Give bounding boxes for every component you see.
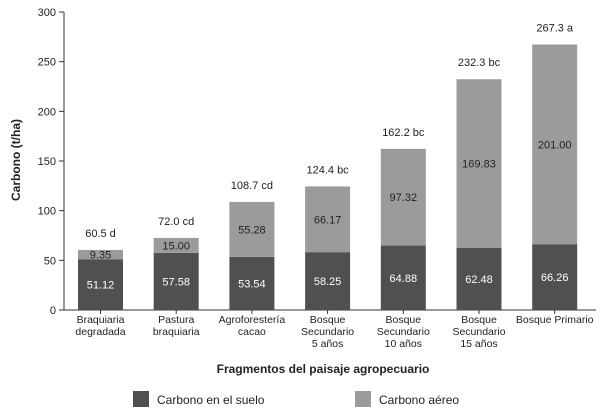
y-tick-label: 150 bbox=[38, 156, 56, 168]
aerial-value-label: 55.28 bbox=[238, 224, 266, 236]
x-category-label-line: braquiaria bbox=[153, 326, 200, 338]
y-axis-title: Carbono (t/ha) bbox=[9, 119, 23, 201]
aerial-value-label: 15.00 bbox=[162, 240, 190, 252]
y-tick-label: 250 bbox=[38, 57, 56, 69]
y-tick-label: 0 bbox=[50, 305, 56, 317]
x-category-label-line: degradada bbox=[75, 326, 125, 338]
x-category-label: Bosque Secundario 15 años bbox=[452, 314, 505, 350]
legend-swatch bbox=[355, 391, 371, 407]
soil-value-label: 64.88 bbox=[390, 273, 418, 285]
x-category-label: Braquiaria degradada bbox=[75, 314, 125, 338]
bar-aerial-carbon bbox=[78, 249, 123, 260]
x-axis-category-labels: Braquiaria degradada Pastura braquiaria Agro… bbox=[75, 314, 593, 350]
aerial-value-label: 66.17 bbox=[314, 214, 342, 226]
bar-total-label: 162.2 bc bbox=[382, 127, 425, 139]
bars: 51.12 9.35 60.5 d 57.58 15.00 72.0 cd 53.54 55.… bbox=[78, 23, 578, 314]
bar-stack: 66.26 201.00 267.3 a bbox=[532, 23, 578, 314]
bar-soil-carbon bbox=[456, 247, 502, 310]
bar-stack: 64.88 97.32 162.2 bc bbox=[380, 127, 426, 314]
soil-value-label: 53.54 bbox=[238, 278, 266, 290]
soil-value-label: 58.25 bbox=[314, 276, 342, 288]
bar-total-label: 232.3 bc bbox=[458, 57, 501, 69]
soil-value-label: 51.12 bbox=[87, 280, 115, 292]
x-category-label-line: 15 años bbox=[460, 338, 497, 350]
bar-soil-carbon bbox=[380, 245, 426, 310]
bar-total-label: 108.7 cd bbox=[231, 180, 273, 192]
y-tick-label: 100 bbox=[38, 206, 56, 218]
bar-soil-carbon bbox=[229, 256, 275, 310]
bar-total-label: 124.4 bc bbox=[306, 164, 349, 176]
x-category-label-line: 10 años bbox=[385, 338, 422, 350]
soil-value-label: 57.58 bbox=[162, 276, 190, 288]
soil-value-label: 66.26 bbox=[541, 272, 569, 284]
x-axis-title: Fragmentos del paisaje agropecuario bbox=[217, 362, 430, 376]
x-category-label-line: Bosque bbox=[461, 314, 497, 326]
x-category-label-line: Agroforestería bbox=[219, 314, 286, 326]
y-tick-label: 200 bbox=[38, 106, 56, 118]
y-tick-label: 50 bbox=[44, 255, 56, 267]
x-category-label-line: Pastura bbox=[158, 314, 194, 326]
x-category-label: Pastura braquiaria bbox=[153, 314, 200, 338]
aerial-value-label: 201.00 bbox=[538, 139, 572, 151]
y-tick-label: 300 bbox=[38, 7, 56, 19]
legend-swatch bbox=[133, 391, 149, 407]
bar-soil-carbon bbox=[305, 252, 351, 310]
x-category-label: Agroforestería cacao bbox=[219, 314, 286, 338]
bar-stack: 51.12 9.35 60.5 d bbox=[78, 228, 123, 314]
legend: Carbono en el suelo Carbono aéreo bbox=[133, 391, 459, 407]
bar-total-label: 72.0 cd bbox=[158, 216, 194, 228]
x-category-label-line: Bosque bbox=[310, 314, 346, 326]
bar-aerial-carbon bbox=[305, 186, 351, 253]
bar-soil-carbon bbox=[153, 252, 199, 310]
bar-aerial-carbon bbox=[229, 201, 275, 257]
aerial-value-label: 97.32 bbox=[390, 192, 418, 204]
bar-stack: 58.25 66.17 124.4 bc bbox=[305, 164, 351, 314]
x-category-label-line: Secundario bbox=[377, 326, 430, 338]
bar-total-label: 60.5 d bbox=[85, 228, 116, 240]
x-category-label-line: Braquiaria bbox=[77, 314, 125, 326]
x-category-label-line: 5 años bbox=[312, 338, 344, 350]
bar-aerial-carbon bbox=[380, 148, 426, 246]
x-category-label-line: Bosque bbox=[385, 314, 421, 326]
bar-stack: 53.54 55.28 108.7 cd bbox=[229, 180, 275, 314]
soil-value-label: 62.48 bbox=[465, 274, 493, 286]
bar-soil-carbon bbox=[532, 244, 578, 310]
x-category-label-line: Secundario bbox=[301, 326, 354, 338]
legend-label: Carbono aéreo bbox=[379, 393, 459, 407]
x-category-label: Bosque Primario bbox=[516, 314, 594, 326]
aerial-value-label: 169.83 bbox=[462, 159, 496, 171]
x-category-label-line: Secundario bbox=[452, 326, 505, 338]
legend-label: Carbono en el suelo bbox=[157, 393, 265, 407]
bar-stack: 57.58 15.00 72.0 cd bbox=[153, 216, 199, 314]
aerial-value-label: 9.35 bbox=[90, 250, 111, 262]
bar-total-label: 267.3 a bbox=[536, 23, 574, 35]
bar-stack: 62.48 169.83 232.3 bc bbox=[456, 57, 502, 314]
bar-aerial-carbon bbox=[456, 79, 502, 248]
bar-aerial-carbon bbox=[153, 237, 199, 253]
bar-soil-carbon bbox=[78, 259, 123, 310]
x-category-label-line: Bosque Primario bbox=[516, 314, 594, 326]
bar-aerial-carbon bbox=[532, 44, 578, 245]
x-category-label: Bosque Secundario 5 años bbox=[301, 314, 354, 350]
x-category-label: Bosque Secundario 10 años bbox=[377, 314, 430, 350]
x-category-label-line: cacao bbox=[238, 326, 266, 338]
